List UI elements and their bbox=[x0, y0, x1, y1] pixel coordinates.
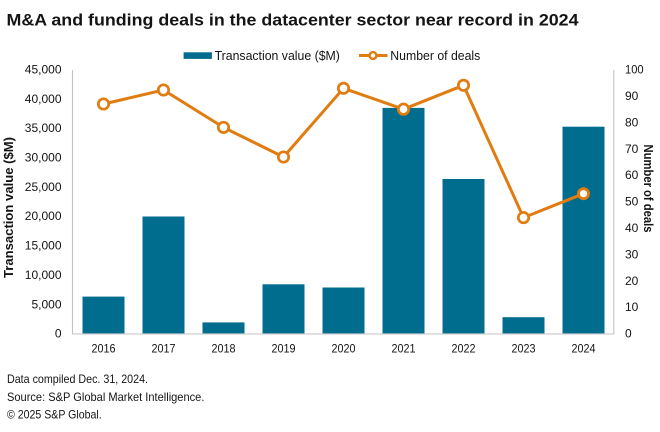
svg-text:60: 60 bbox=[625, 168, 639, 182]
svg-text:2018: 2018 bbox=[212, 342, 236, 356]
svg-text:80: 80 bbox=[625, 115, 639, 129]
svg-text:2020: 2020 bbox=[332, 342, 356, 356]
svg-text:30,000: 30,000 bbox=[25, 151, 62, 165]
svg-text:90: 90 bbox=[625, 89, 639, 103]
svg-text:10: 10 bbox=[625, 300, 639, 314]
svg-text:25,000: 25,000 bbox=[25, 180, 62, 194]
svg-text:0: 0 bbox=[55, 327, 62, 341]
svg-text:100: 100 bbox=[625, 63, 644, 77]
svg-text:Transaction value ($M): Transaction value ($M) bbox=[215, 49, 340, 63]
svg-text:0: 0 bbox=[625, 327, 632, 341]
svg-text:2019: 2019 bbox=[272, 342, 296, 356]
svg-text:40: 40 bbox=[625, 221, 639, 235]
svg-text:2022: 2022 bbox=[452, 342, 476, 356]
svg-text:40,000: 40,000 bbox=[25, 92, 62, 106]
svg-text:10,000: 10,000 bbox=[25, 268, 62, 282]
svg-text:© 2025 S&P Global.: © 2025 S&P Global. bbox=[7, 407, 102, 421]
svg-text:Data compiled Dec. 31, 2024.: Data compiled Dec. 31, 2024. bbox=[7, 372, 148, 386]
svg-text:5,000: 5,000 bbox=[31, 297, 61, 311]
svg-text:M&A and funding deals in the d: M&A and funding deals in the datacenter … bbox=[7, 12, 579, 30]
svg-text:35,000: 35,000 bbox=[25, 121, 62, 135]
svg-text:2024: 2024 bbox=[572, 342, 596, 356]
svg-text:2016: 2016 bbox=[92, 342, 116, 356]
svg-text:50: 50 bbox=[625, 195, 639, 209]
svg-text:20,000: 20,000 bbox=[25, 209, 62, 223]
svg-text:70: 70 bbox=[625, 142, 639, 156]
svg-text:45,000: 45,000 bbox=[25, 63, 62, 77]
svg-text:Number of deals: Number of deals bbox=[390, 49, 480, 63]
svg-text:2021: 2021 bbox=[392, 342, 416, 356]
svg-text:30: 30 bbox=[625, 247, 639, 261]
svg-text:Source: S&P Global Market Inte: Source: S&P Global Market Intelligence. bbox=[7, 390, 204, 404]
svg-text:Number of deals: Number of deals bbox=[641, 145, 656, 233]
svg-text:20: 20 bbox=[625, 274, 639, 288]
svg-text:Transaction value ($M): Transaction value ($M) bbox=[1, 137, 16, 278]
svg-text:15,000: 15,000 bbox=[25, 239, 62, 253]
svg-text:2017: 2017 bbox=[152, 342, 176, 356]
svg-text:2023: 2023 bbox=[512, 342, 536, 356]
